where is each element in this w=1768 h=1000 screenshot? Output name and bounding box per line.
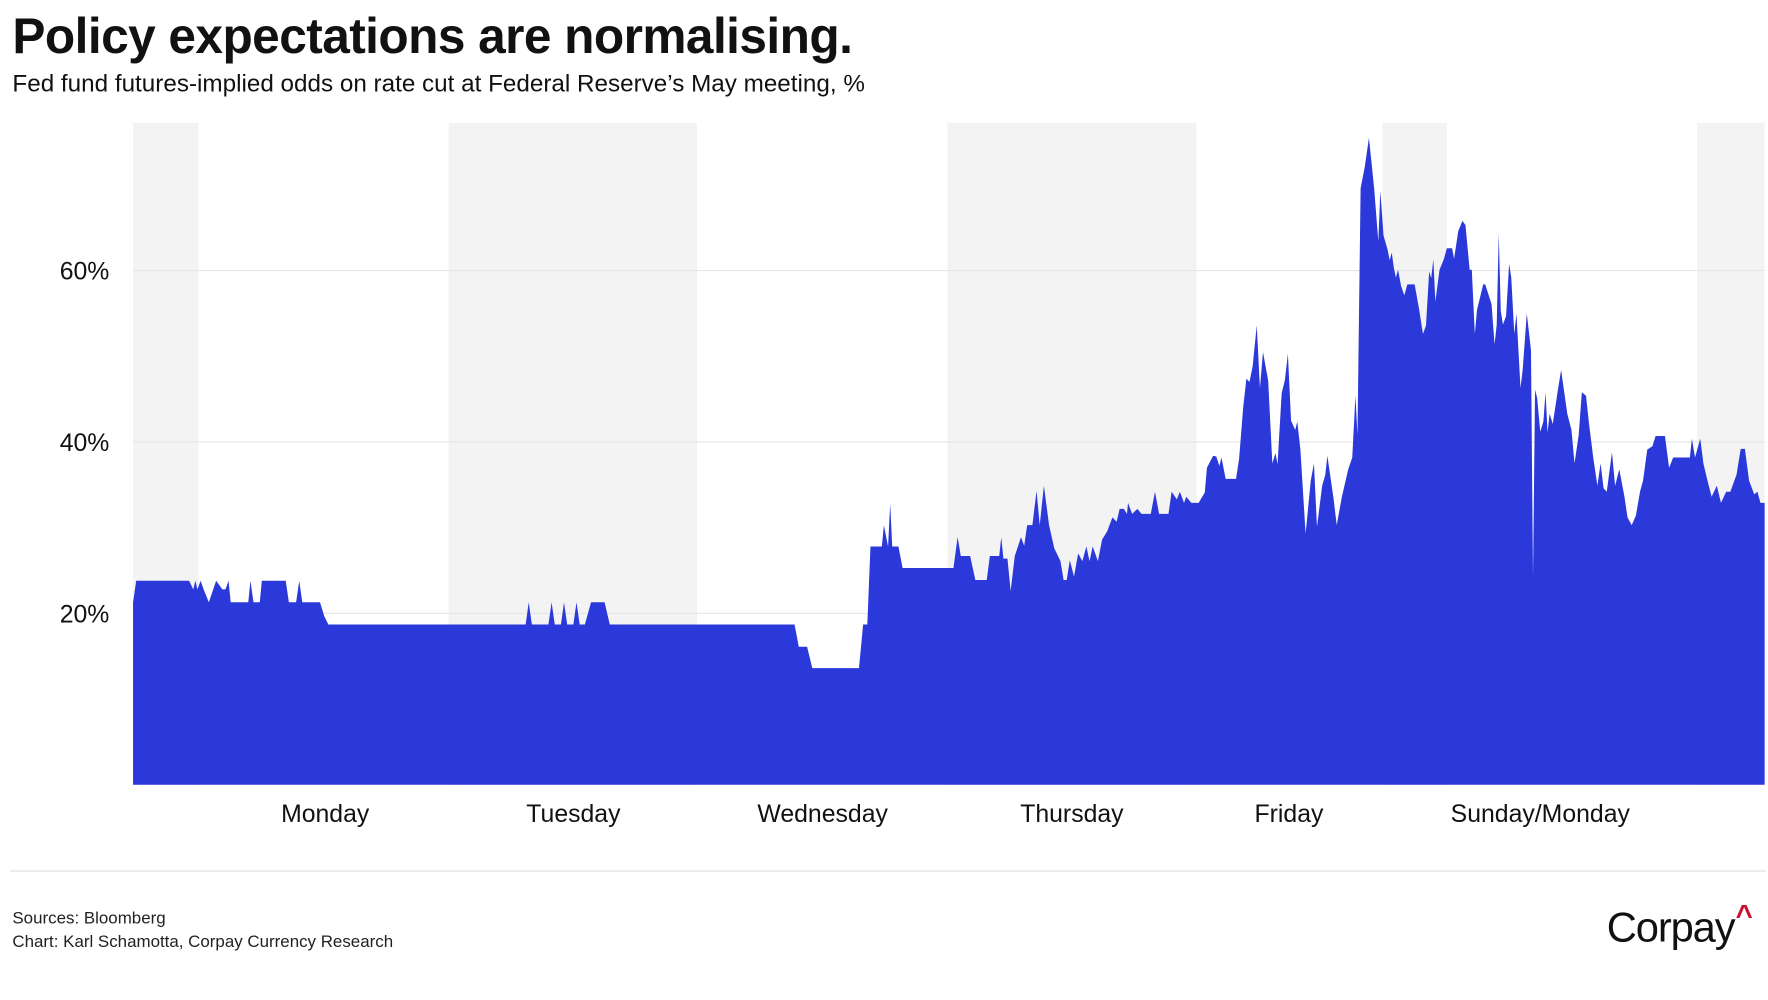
footer-divider bbox=[10, 870, 1766, 872]
y-axis-labels: 20% 40% 60% bbox=[60, 259, 110, 629]
area-series-rate-cut-odds bbox=[133, 137, 1765, 785]
chart-subtitle: Fed fund futures-implied odds on rate cu… bbox=[12, 69, 865, 97]
x-tick-label: Tuesday bbox=[526, 801, 621, 828]
logo-caret-icon: ^ bbox=[1735, 898, 1753, 933]
chart-title: Policy expectations are normalising. bbox=[12, 9, 853, 65]
x-axis-labels: Monday Tuesday Wednesday Thursday Friday Sund… bbox=[281, 801, 1630, 828]
sources-note: Sources: Bloomberg bbox=[12, 908, 166, 928]
x-tick-label: Sunday/Monday bbox=[1451, 801, 1631, 828]
y-tick-label: 40% bbox=[60, 430, 110, 457]
corpay-logo: Corpay^ bbox=[1606, 899, 1753, 951]
chart-credit: Chart: Karl Schamotta, Corpay Currency R… bbox=[12, 932, 394, 952]
x-tick-label: Friday bbox=[1255, 801, 1324, 828]
y-tick-label: 20% bbox=[60, 601, 110, 628]
x-tick-label: Thursday bbox=[1020, 801, 1124, 828]
logo-text: Corpay bbox=[1606, 904, 1736, 951]
area-chart: 20% 40% 60% Monday Tuesday Wednesday Thursday… bbox=[60, 122, 1765, 828]
x-tick-label: Monday bbox=[281, 801, 370, 828]
x-tick-label: Wednesday bbox=[757, 801, 888, 828]
y-tick-label: 60% bbox=[60, 259, 110, 286]
